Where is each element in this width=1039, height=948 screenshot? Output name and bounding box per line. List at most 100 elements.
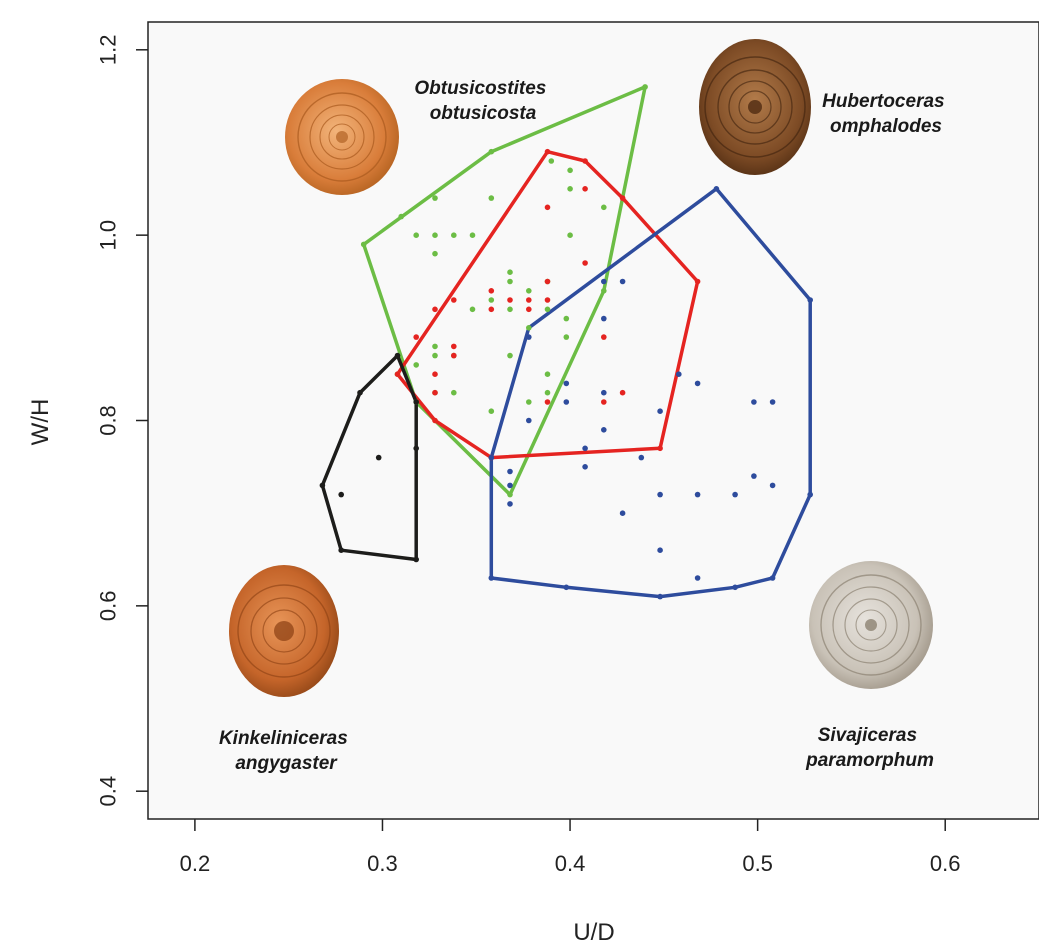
point-kinkeliniceras-angygaster-0	[394, 352, 401, 359]
point-obtusicostites-obtusicosta-36	[526, 399, 532, 405]
point-sivajiceras-paramorphum-27	[507, 501, 513, 507]
x-tick-label-0: 0.2	[180, 851, 211, 876]
kinkeliniceras-ammonite-image	[229, 565, 339, 697]
point-sivajiceras-paramorphum-20	[751, 473, 757, 479]
point-sivajiceras-paramorphum-22	[507, 482, 513, 489]
point-sivajiceras-paramorphum-35	[657, 593, 663, 600]
point-hubertoceras-omphalodes-10	[451, 297, 457, 303]
point-hubertoceras-omphalodes-26	[432, 417, 438, 424]
point-hubertoceras-omphalodes-17	[413, 334, 420, 340]
point-hubertoceras-omphalodes-28	[657, 445, 663, 452]
point-sivajiceras-paramorphum-0	[713, 186, 720, 192]
point-sivajiceras-paramorphum-11	[751, 399, 757, 405]
point-sivajiceras-paramorphum-12	[769, 399, 776, 405]
point-hubertoceras-omphalodes-1	[582, 158, 588, 164]
point-obtusicostites-obtusicosta-27	[432, 352, 438, 359]
point-sivajiceras-paramorphum-29	[657, 547, 663, 553]
point-obtusicostites-obtusicosta-29	[563, 334, 570, 340]
point-obtusicostites-obtusicosta-7	[567, 186, 573, 192]
point-sivajiceras-paramorphum-1	[807, 297, 813, 303]
point-hubertoceras-omphalodes-12	[544, 297, 551, 303]
point-obtusicostites-obtusicosta-32	[544, 371, 551, 378]
point-obtusicostites-obtusicosta-37	[488, 408, 495, 415]
point-obtusicostites-obtusicosta-12	[451, 232, 457, 238]
point-obtusicostites-obtusicosta-21	[507, 306, 513, 313]
point-kinkeliniceras-angygaster-5	[319, 482, 326, 489]
point-sivajiceras-paramorphum-30	[694, 575, 701, 581]
point-sivajiceras-paramorphum-7	[694, 380, 701, 387]
point-obtusicostites-obtusicosta-16	[507, 269, 513, 276]
point-hubertoceras-omphalodes-2	[619, 195, 626, 201]
point-sivajiceras-paramorphum-19	[507, 468, 513, 475]
sivajiceras-ammonite-image	[809, 561, 933, 689]
point-hubertoceras-omphalodes-16	[601, 334, 607, 340]
point-hubertoceras-omphalodes-5	[694, 278, 701, 285]
point-sivajiceras-paramorphum-3	[619, 278, 626, 285]
point-sivajiceras-paramorphum-14	[526, 417, 532, 424]
label-kinkeliniceras: Kinkeliniceras angygaster	[219, 728, 353, 774]
y-tick-label-4: 1.2	[96, 35, 121, 66]
point-sivajiceras-paramorphum-34	[563, 584, 570, 591]
point-obtusicostites-obtusicosta-35	[544, 389, 551, 396]
point-hubertoceras-omphalodes-25	[544, 399, 551, 405]
point-sivajiceras-paramorphum-32	[488, 575, 495, 581]
point-obtusicostites-obtusicosta-1	[398, 213, 405, 220]
point-sivajiceras-paramorphum-17	[638, 454, 645, 461]
y-tick-label-0: 0.4	[96, 776, 121, 807]
x-tick-label-2: 0.4	[555, 851, 586, 876]
point-hubertoceras-omphalodes-9	[507, 297, 513, 303]
y-tick-label-2: 0.8	[96, 405, 121, 436]
point-hubertoceras-omphalodes-11	[526, 297, 532, 303]
point-obtusicostites-obtusicosta-31	[507, 352, 513, 359]
point-kinkeliniceras-angygaster-2	[357, 389, 363, 396]
point-hubertoceras-omphalodes-24	[619, 389, 626, 396]
point-hubertoceras-omphalodes-20	[432, 371, 438, 378]
point-obtusicostites-obtusicosta-22	[469, 306, 476, 313]
point-sivajiceras-paramorphum-16	[582, 445, 588, 452]
hubertoceras-ammonite-image	[699, 39, 811, 175]
x-tick-label-4: 0.6	[930, 851, 961, 876]
point-obtusicostites-obtusicosta-9	[488, 195, 495, 201]
point-obtusicostites-obtusicosta-14	[432, 250, 438, 257]
point-obtusicostites-obtusicosta-19	[526, 288, 532, 294]
point-sivajiceras-paramorphum-4	[601, 315, 607, 322]
point-sivajiceras-paramorphum-15	[601, 427, 607, 433]
point-hubertoceras-omphalodes-22	[432, 389, 438, 396]
point-hubertoceras-omphalodes-15	[432, 306, 438, 313]
point-sivajiceras-paramorphum-33	[732, 584, 738, 591]
label-obtusicostites: Obtusicostites obtusicosta	[414, 78, 551, 124]
point-obtusicostites-obtusicosta-17	[507, 278, 513, 285]
point-obtusicostites-obtusicosta-23	[544, 306, 551, 313]
point-obtusicostites-obtusicosta-4	[642, 84, 648, 90]
point-hubertoceras-omphalodes-18	[451, 343, 457, 350]
point-kinkeliniceras-angygaster-3	[413, 445, 420, 452]
point-sivajiceras-paramorphum-31	[769, 575, 776, 581]
point-hubertoceras-omphalodes-8	[488, 288, 495, 294]
label-sivajiceras: Sivajiceras paramorphum	[805, 725, 934, 771]
point-sivajiceras-paramorphum-10	[563, 399, 570, 405]
point-obtusicostites-obtusicosta-24	[563, 315, 570, 322]
y-tick-label-1: 0.6	[96, 591, 121, 622]
point-obtusicostites-obtusicosta-41	[601, 288, 607, 294]
point-hubertoceras-omphalodes-13	[488, 306, 495, 313]
point-obtusicostites-obtusicosta-34	[451, 389, 457, 396]
point-obtusicostites-obtusicosta-6	[567, 167, 573, 174]
point-hubertoceras-omphalodes-7	[544, 278, 551, 285]
point-sivajiceras-paramorphum-8	[563, 380, 570, 387]
point-obtusicostites-obtusicosta-30	[413, 362, 420, 368]
point-hubertoceras-omphalodes-0	[544, 148, 551, 155]
point-sivajiceras-paramorphum-6	[676, 371, 682, 378]
point-hubertoceras-omphalodes-6	[582, 260, 588, 266]
point-sivajiceras-paramorphum-36	[488, 454, 495, 461]
point-obtusicostites-obtusicosta-5	[548, 158, 555, 164]
point-hubertoceras-omphalodes-19	[451, 352, 457, 359]
point-sivajiceras-paramorphum-25	[732, 491, 738, 498]
x-tick-label-1: 0.3	[367, 851, 398, 876]
point-sivajiceras-paramorphum-13	[657, 408, 663, 415]
point-sivajiceras-paramorphum-26	[807, 491, 813, 498]
point-obtusicostites-obtusicosta-0	[360, 241, 367, 248]
point-sivajiceras-paramorphum-18	[582, 464, 588, 470]
point-hubertoceras-omphalodes-14	[526, 306, 532, 313]
point-obtusicostites-obtusicosta-13	[469, 232, 476, 238]
